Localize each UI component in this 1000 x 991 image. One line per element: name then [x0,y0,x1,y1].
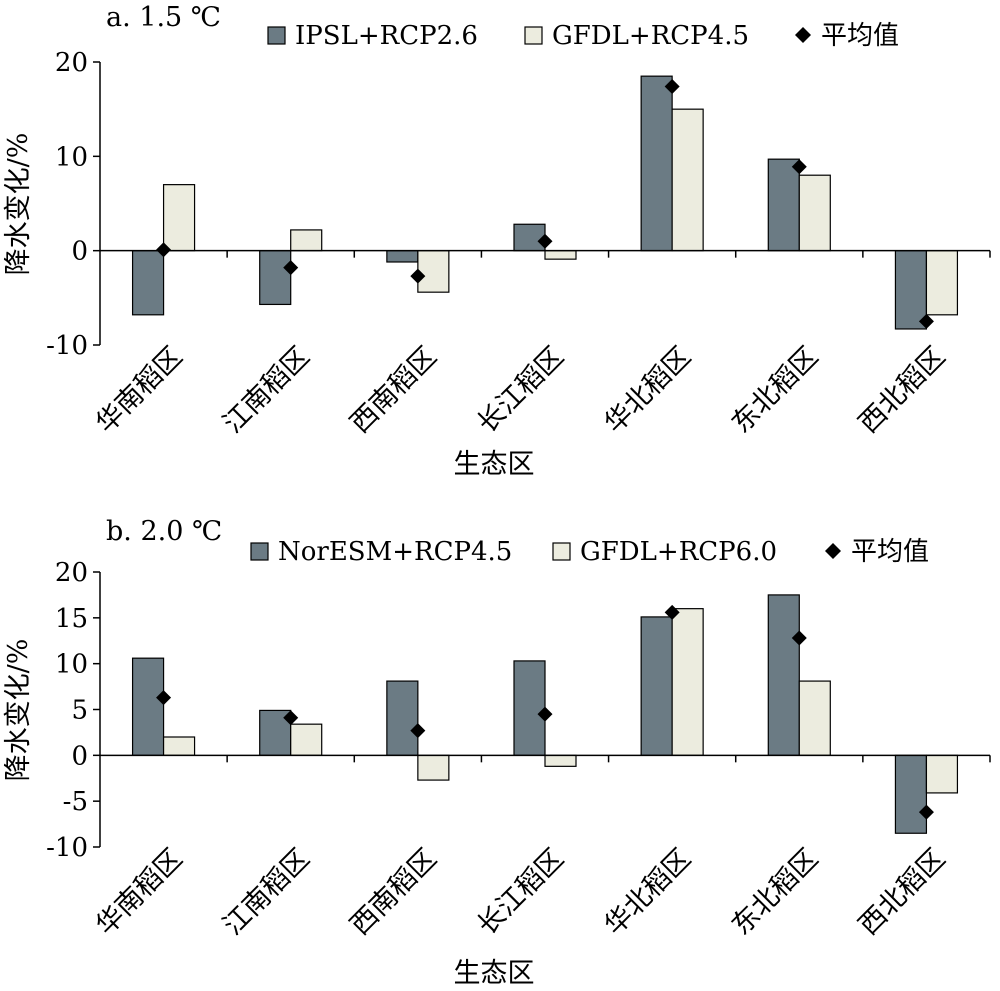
bar-series2 [162,184,196,252]
bar-series1 [513,223,546,252]
bar-series1 [767,158,800,252]
category-label: 东北稻区 [726,341,824,439]
category-label: 长江稻区 [472,341,570,439]
x-axis-label: 生态区 [454,958,535,989]
y-tick-label: 5 [71,696,88,726]
bar-series2 [162,736,196,756]
legend-label: GFDL+RCP6.0 [580,537,777,567]
bar-series1 [513,660,546,756]
legend-mean-marker [795,27,811,43]
legend-swatch [552,542,571,561]
mean-marker [791,630,807,646]
bar-series1 [386,680,419,756]
y-tick-label: -10 [46,833,88,863]
category-label: 长江稻区 [472,843,570,941]
chart-panel-b: b. 2.0 ℃ 降水变化/% 生态区 -10 -5 0 5 10 15 20 华南稻区 江南稻… [3,516,991,989]
panel-label: a. 1.5 ℃ [106,2,221,33]
y-tick-label: 0 [71,741,88,771]
y-tick-label: 0 [71,237,88,267]
y-axis-label: 降水变化/% [3,639,34,782]
category-label: 东北稻区 [726,843,824,941]
category-label: 西南稻区 [345,843,443,941]
bar-series1 [894,754,928,834]
bar-series2 [925,250,959,316]
mean-marker [537,706,553,722]
y-tick-label: 10 [55,650,88,680]
legend-swatch [524,26,543,45]
mean-marker [156,690,172,706]
legend-swatch [250,542,269,561]
legend-label: 平均值 [851,537,929,567]
mean-marker [664,604,680,620]
bar-series2 [798,174,831,252]
category-label: 华北稻区 [599,341,697,439]
mean-marker [537,233,553,249]
y-axis-label: 降水变化/% [3,133,34,276]
bar-series1 [259,250,292,306]
bar-series1 [131,657,165,756]
bar-series2 [290,229,323,252]
legend-label: GFDL+RCP4.5 [552,21,749,51]
mean-marker [791,159,807,175]
y-tick-label: 10 [55,142,88,172]
bar-series2 [925,754,959,794]
chart-panel-a: a. 1.5 ℃ 降水变化/% 生态区 -10 0 10 20 华南稻区 江南稻区 西南稻区… [3,2,991,480]
category-label: 西北稻区 [853,843,951,941]
bar-series1 [640,75,673,252]
legend-label: IPSL+RCP2.6 [295,21,478,51]
category-label: 华南稻区 [90,341,188,439]
category-label: 西北稻区 [853,341,951,439]
bar-series2 [798,680,831,756]
mean-marker [664,79,680,95]
bar-series1 [767,594,800,756]
bar-series2 [544,754,577,767]
y-tick-label: 15 [55,604,88,634]
category-label: 华北稻区 [599,843,697,941]
bar-series2 [671,608,704,756]
bar-series2 [417,754,450,781]
y-tick-label: -10 [46,331,88,361]
category-label: 华南稻区 [90,843,188,941]
legend-swatch [267,26,286,45]
bar-series1 [386,250,419,263]
legend-label: 平均值 [821,21,899,51]
y-tick-label: 20 [55,558,88,588]
bar-series1 [640,616,673,756]
panel-label: b. 2.0 ℃ [106,516,222,547]
x-axis-label: 生态区 [454,449,535,480]
category-label: 江南稻区 [217,843,315,941]
bar-series2 [671,108,704,252]
mean-marker [283,260,299,276]
mean-marker [156,242,172,258]
mean-marker [918,313,934,329]
bar-series2 [544,250,577,260]
y-tick-label: 20 [55,48,88,78]
y-tick-label: -5 [63,787,88,817]
category-label: 江南稻区 [217,341,315,439]
mean-marker [918,804,934,820]
legend-label: NorESM+RCP4.5 [278,537,512,567]
bar-series2 [417,250,450,293]
legend-mean-marker [825,543,841,559]
bar-series1 [131,250,165,316]
bar-series2 [290,723,323,756]
category-label: 西南稻区 [345,341,443,439]
mean-marker [283,710,299,726]
bar-series1 [894,250,928,330]
mean-marker [410,723,426,739]
mean-marker [410,268,426,284]
